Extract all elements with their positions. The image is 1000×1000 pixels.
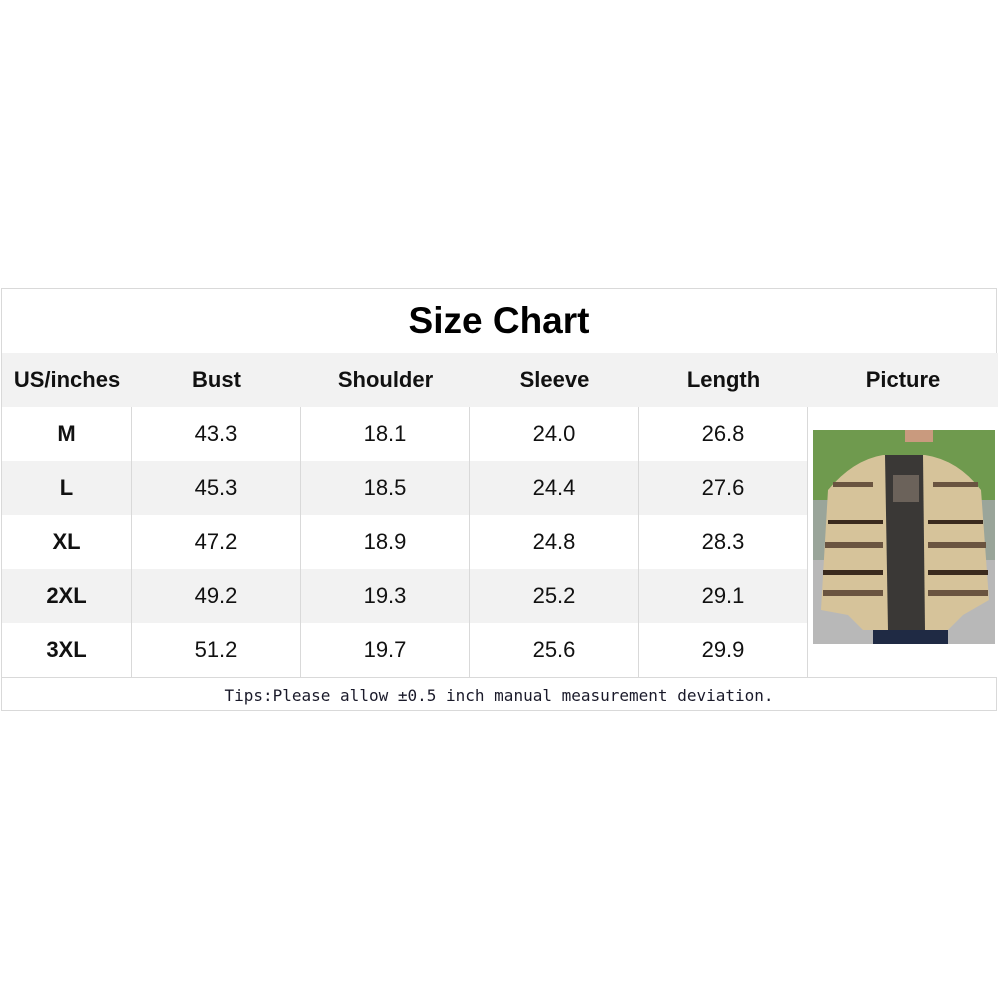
table-row: 2XL 49.2 19.3 25.2 29.1	[2, 569, 808, 623]
measurement-cell: 51.2	[132, 623, 301, 677]
size-label: 2XL	[2, 569, 132, 623]
measurement-cell: 18.5	[301, 461, 470, 515]
header-cell: Shoulder	[337, 367, 434, 392]
measurement-cell: 29.9	[639, 623, 808, 677]
measurement-cell: 24.8	[470, 515, 639, 569]
size-label: M	[2, 407, 132, 461]
table-row: L 45.3 18.5 24.4 27.6	[2, 461, 808, 515]
measurement-cell: 49.2	[132, 569, 301, 623]
size-chart-table: Size Chart US/inches Bust Shoulder Sleev…	[1, 288, 998, 713]
product-picture	[808, 407, 998, 677]
measurement-cell: 19.7	[301, 623, 470, 677]
measurement-cell: 19.3	[301, 569, 470, 623]
table-row: 3XL 51.2 19.7 25.6 29.9	[2, 623, 808, 677]
size-label: XL	[2, 515, 132, 569]
measurement-cell: 28.3	[639, 515, 808, 569]
measurement-cell: 24.4	[470, 461, 639, 515]
header-cell: Picture	[865, 367, 941, 392]
size-label: L	[2, 461, 132, 515]
measurement-cell: 45.3	[132, 461, 301, 515]
measurement-cell: 25.2	[470, 569, 639, 623]
header-row: US/inches Bust Shoulder Sleeve Length Pi…	[2, 353, 998, 407]
tips-note: Tips:Please allow ±0.5 inch manual measu…	[2, 677, 996, 713]
measurement-cell: 18.1	[301, 407, 470, 461]
measurement-cell: 43.3	[132, 407, 301, 461]
header-cell: Bust	[192, 367, 241, 392]
measurement-cell: 24.0	[470, 407, 639, 461]
header-cell: Length	[686, 367, 761, 392]
measurement-cell: 27.6	[639, 461, 808, 515]
measurement-cell: 26.8	[639, 407, 808, 461]
chart-title: Size Chart	[408, 300, 590, 341]
table-row: M 43.3 18.1 24.0 26.8	[2, 407, 808, 461]
measurement-cell: 25.6	[470, 623, 639, 677]
size-label: 3XL	[2, 623, 132, 677]
cardigan-image	[813, 430, 995, 644]
header-cell: Sleeve	[519, 367, 590, 392]
measurement-cell: 29.1	[639, 569, 808, 623]
table-row: XL 47.2 18.9 24.8 28.3	[2, 515, 808, 569]
header-cell: US/inches	[13, 367, 121, 392]
measurement-cell: 18.9	[301, 515, 470, 569]
measurement-cell: 47.2	[132, 515, 301, 569]
